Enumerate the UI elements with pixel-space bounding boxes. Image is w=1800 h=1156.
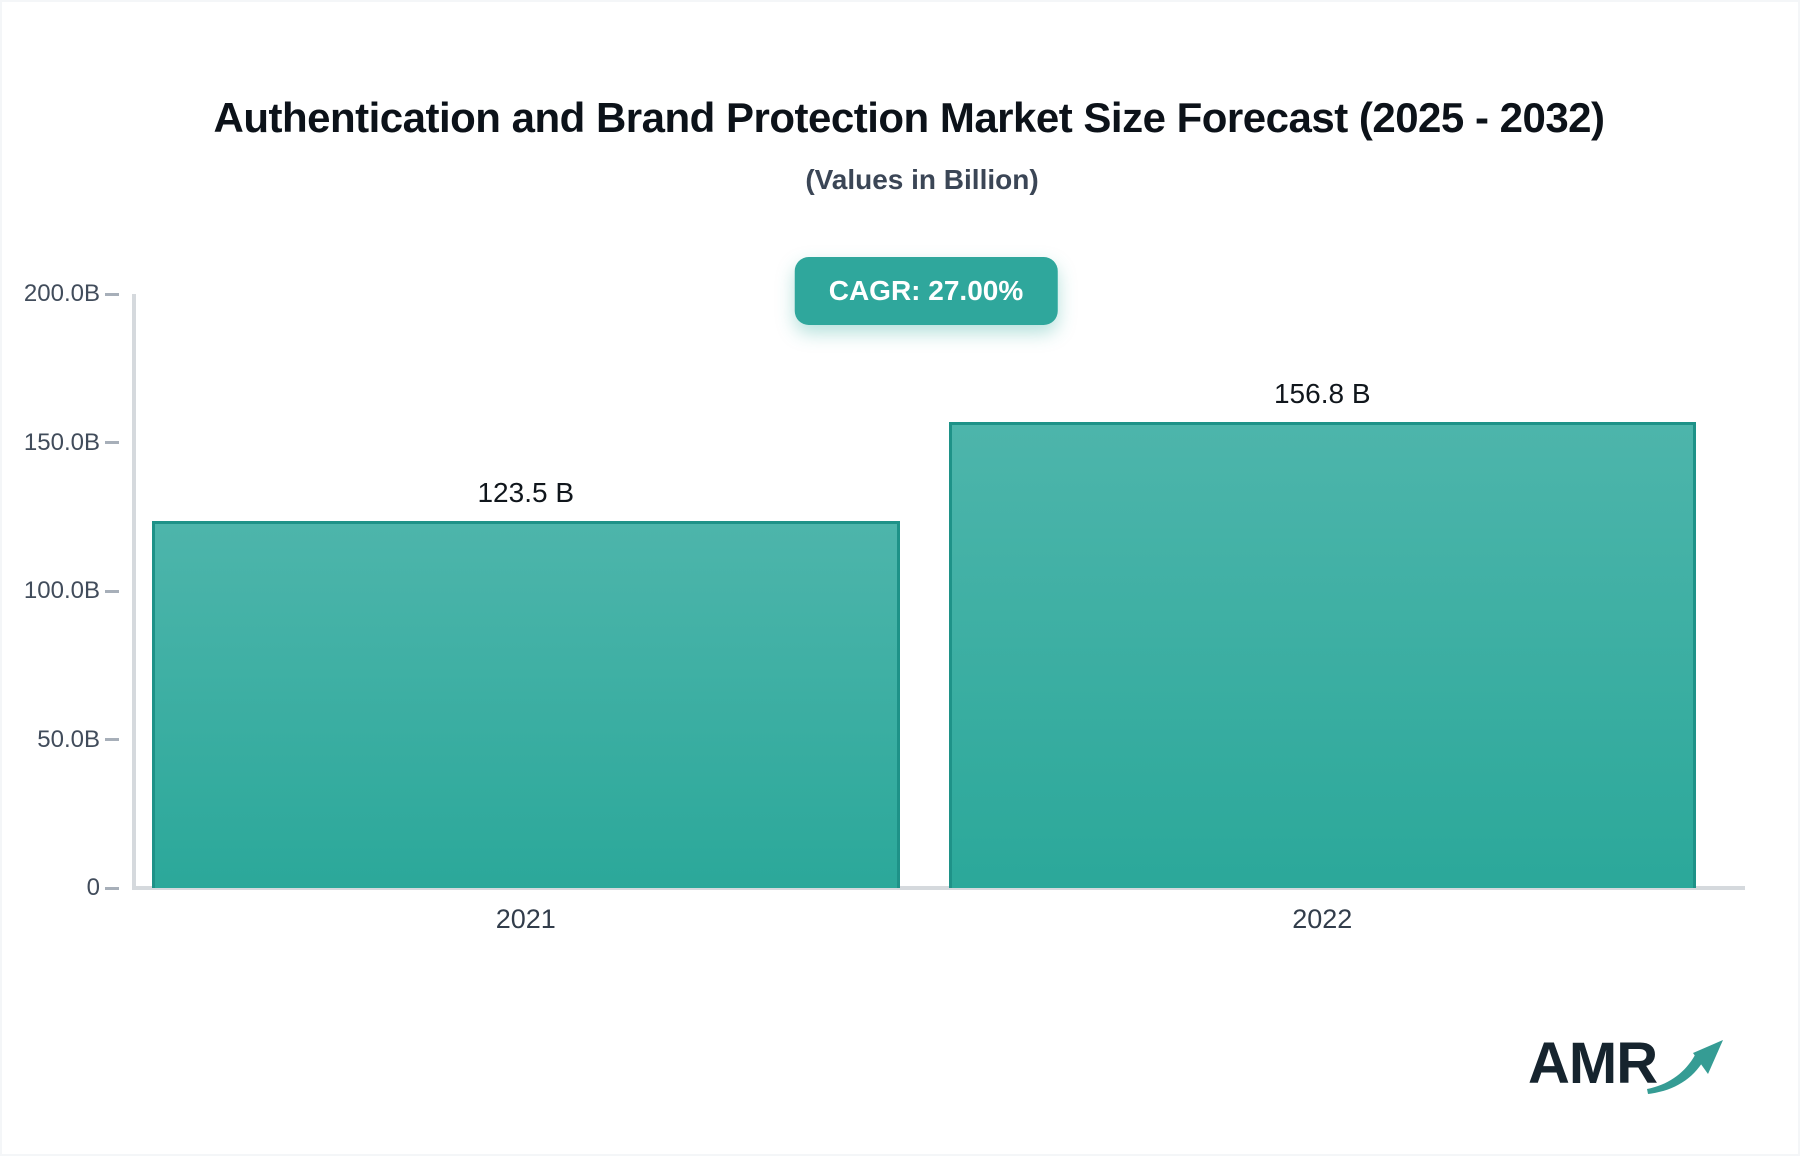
y-tick-mark xyxy=(105,738,119,741)
bar-value-label: 123.5 B xyxy=(477,477,575,509)
x-axis-baseline xyxy=(132,886,1745,890)
x-axis-label: 2022 xyxy=(1292,904,1353,934)
chart-title: Authentication and Brand Protection Mark… xyxy=(213,94,1605,141)
y-tick-label: 0 xyxy=(86,874,100,901)
x-axis-label: 2021 xyxy=(495,904,556,934)
y-tick-label: 200.0B xyxy=(23,280,100,307)
cagr-badge: CAGR: 27.00% xyxy=(794,257,1058,325)
y-tick-mark xyxy=(105,292,119,296)
y-tick-label: 100.0B xyxy=(23,577,100,604)
y-tick-mark xyxy=(105,441,119,444)
y-tick-label: 50.0B xyxy=(37,725,100,753)
y-tick-mark xyxy=(105,589,119,593)
y-axis-line xyxy=(132,294,136,888)
y-tick-label: 150.0B xyxy=(23,428,100,456)
chart-subtitle: (Values in Billion) xyxy=(805,164,1039,195)
brand-logo: AMR xyxy=(1528,1032,1729,1100)
bar-2021[interactable] xyxy=(152,521,900,888)
bar-value-label: 156.8 B xyxy=(1273,378,1371,410)
growth-arrow-icon xyxy=(1647,1040,1724,1094)
y-tick-mark xyxy=(105,886,119,890)
brand-logo-text: AMR xyxy=(1528,1031,1658,1096)
bar-2022[interactable] xyxy=(948,422,1696,888)
